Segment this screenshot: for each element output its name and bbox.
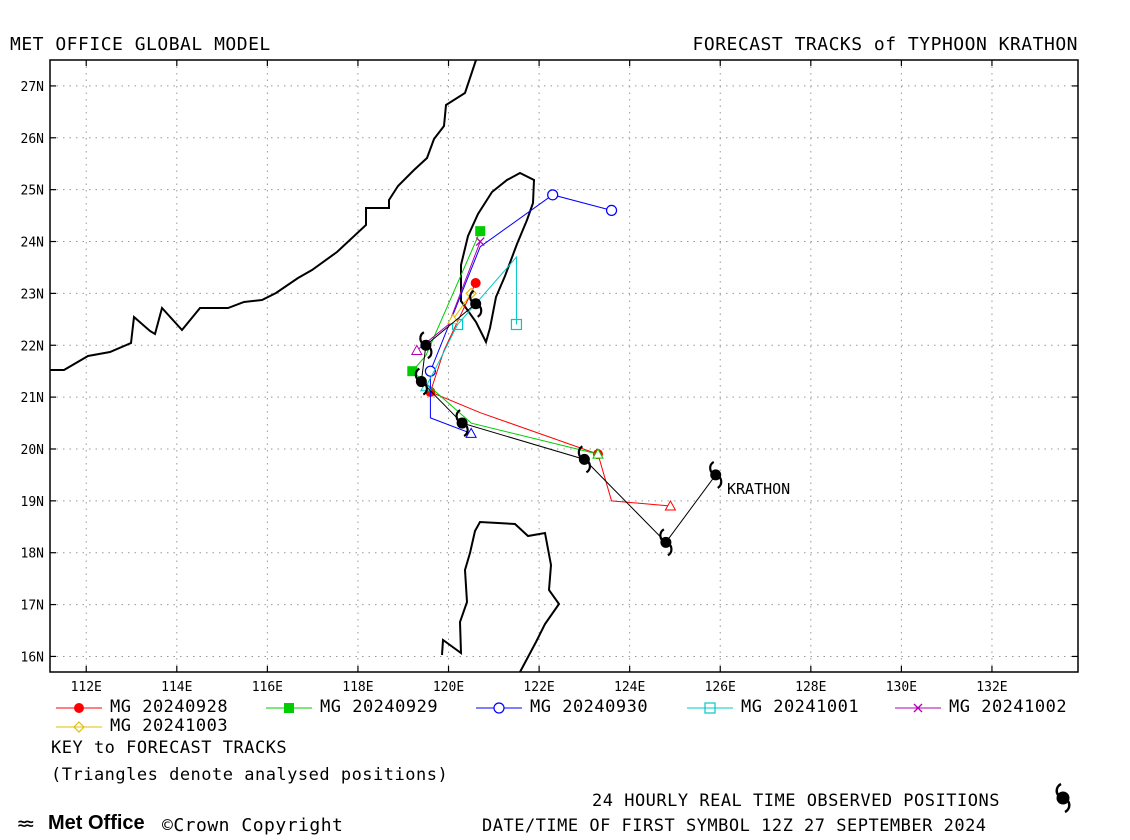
graticule-grid [50, 60, 1078, 672]
y-tick-label: 21N [21, 391, 44, 406]
legend-marker [74, 703, 84, 713]
track-point [605, 204, 618, 217]
track-line [429, 194, 612, 434]
track-point [470, 278, 481, 289]
legend-marker [913, 703, 923, 713]
track-point [547, 189, 559, 201]
legend-label: MG 20240930 [530, 697, 649, 717]
met-office-logo-icon: ≈≈ [18, 816, 34, 833]
observed-track [414, 289, 723, 557]
legend-label: MG 20241002 [949, 697, 1068, 717]
typhoon-symbol-icon [1055, 783, 1071, 813]
legend-triangle-note: (Triangles denote analysed positions) [51, 765, 449, 785]
typhoon-symbol-icon [709, 460, 723, 489]
x-tick-label: 132E [976, 680, 1007, 695]
first-symbol-datetime: DATE/TIME OF FIRST SYMBOL 12Z 27 SEPTEMB… [482, 816, 987, 836]
analysed-position-triangle [410, 344, 423, 355]
track-point [510, 318, 523, 331]
x-tick-label: 116E [252, 680, 283, 695]
track-line [411, 230, 599, 455]
y-tick-label: 27N [21, 80, 44, 95]
legend-label: MG 20240928 [110, 697, 229, 717]
coastline-taiwan [460, 171, 536, 345]
x-tick-label: 118E [342, 680, 373, 695]
legend-symbol [895, 703, 941, 713]
x-tick-label: 126E [705, 680, 736, 695]
forecast-track-mg-20240929 [407, 226, 604, 459]
legend-marker [284, 703, 294, 713]
track-point [407, 366, 418, 377]
legend-marker [73, 721, 85, 733]
track-point [475, 226, 486, 237]
met-office-logo-text: Met Office [48, 812, 145, 834]
track-line [425, 255, 517, 387]
met-office-logo: ≈≈ Met Office [18, 812, 145, 835]
x-tick-label: 112E [71, 680, 102, 695]
header-right-title: FORECAST TRACKS of TYPHOON KRATHON [692, 34, 1078, 55]
track-line [429, 282, 671, 507]
x-tick-label: 120E [433, 680, 464, 695]
y-tick-label: 22N [21, 339, 44, 354]
legend-label: MG 20241001 [741, 697, 860, 717]
y-tick-label: 18N [21, 547, 44, 562]
legend-marker [704, 702, 716, 714]
x-tick-label: 122E [523, 680, 554, 695]
y-tick-label: 23N [21, 287, 44, 302]
header-left-title: MET OFFICE GLOBAL MODEL [10, 34, 271, 55]
x-tick-label: 128E [795, 680, 826, 695]
track-point [451, 318, 464, 331]
typhoon-symbol-icon [419, 331, 433, 360]
map-frame [49, 59, 1079, 673]
y-tick-label: 24N [21, 236, 44, 251]
analysed-position-triangle [592, 448, 604, 459]
track-point [475, 237, 485, 246]
analysed-position-triangle [664, 500, 677, 511]
forecast-track-mg-20240930 [424, 189, 618, 438]
x-tick-label: 114E [161, 680, 192, 695]
typhoon-symbol-icon [659, 528, 673, 557]
typhoon-symbol-icon [414, 367, 428, 396]
legend-symbol [56, 703, 102, 713]
forecast-tracks [407, 189, 677, 511]
typhoon-symbol-icon [577, 445, 591, 474]
forecast-track-mg-20240928 [425, 278, 677, 511]
legend-key-title: KEY to FORECAST TRACKS [51, 738, 288, 758]
x-tick-label: 130E [886, 680, 917, 695]
legend-symbol [687, 702, 733, 714]
typhoon-symbol-icon [455, 409, 469, 437]
coastlines [50, 59, 561, 673]
legend-symbol [266, 703, 312, 713]
crown-copyright: ©Crown Copyright [162, 815, 344, 836]
y-tick-label: 25N [21, 184, 44, 199]
coastline-luzon [441, 520, 561, 673]
storm-name-label: KRATHON [727, 480, 790, 498]
legend-label: MG 20240929 [320, 697, 439, 717]
y-tick-label: 17N [21, 599, 44, 614]
track-line [452, 293, 472, 320]
observed-positions-note: 24 HOURLY REAL TIME OBSERVED POSITIONS [592, 791, 1000, 811]
analysed-position-triangle [465, 427, 478, 438]
x-tick-label: 124E [614, 680, 645, 695]
legend-marker [493, 702, 505, 714]
y-tick-label: 16N [21, 650, 44, 665]
typhoon-symbol-icon [469, 289, 483, 318]
y-tick-label: 26N [21, 132, 44, 147]
y-tick-label: 20N [21, 443, 44, 458]
y-tick-label: 19N [21, 495, 44, 510]
legend-symbol [56, 721, 102, 733]
coastline-china [50, 59, 477, 371]
legend-label: MG 20241003 [110, 716, 229, 736]
legend-symbol [476, 702, 522, 714]
